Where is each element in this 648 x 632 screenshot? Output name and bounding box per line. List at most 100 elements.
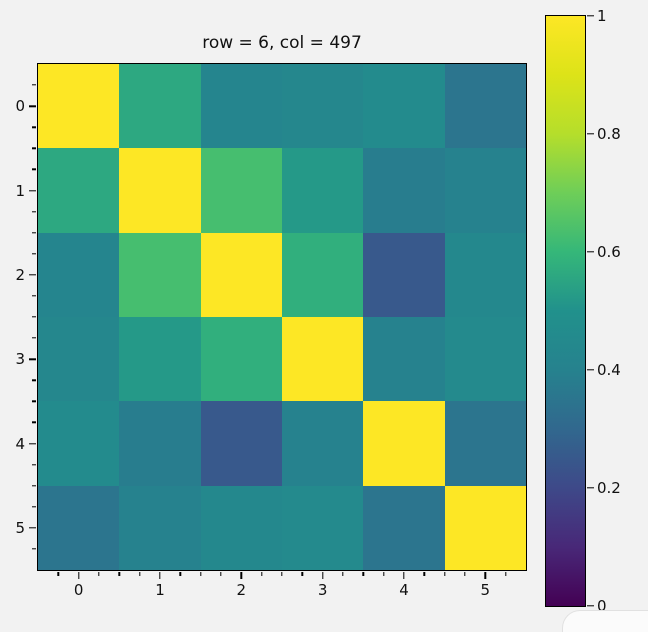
heatmap-cell (200, 401, 282, 486)
y-minor-tick (32, 126, 36, 128)
x-minor-tick (199, 572, 202, 576)
y-tick-label: 0 (15, 97, 25, 116)
y-minor-tick (32, 506, 36, 508)
x-major-tick (159, 572, 161, 579)
heatmap-cell (363, 148, 445, 233)
heatmap-cells (38, 64, 526, 570)
heatmap-cell (282, 232, 364, 317)
x-tick-label: 3 (317, 581, 328, 599)
x-minor-tick (443, 572, 446, 576)
x-tick-label: 0 (73, 581, 84, 599)
y-major-tick (29, 189, 36, 192)
x-minor-tick (260, 572, 263, 576)
x-tick-label: 1 (155, 581, 165, 599)
heatmap-cell (119, 232, 201, 317)
chart-title: row = 6, col = 497 (202, 33, 362, 53)
heatmap-cell (38, 232, 120, 317)
y-minor-tick (32, 463, 36, 466)
x-minor-tick (423, 572, 426, 576)
x-minor-tick (382, 572, 385, 576)
heatmap-cell (119, 317, 201, 402)
y-minor-tick (32, 548, 36, 550)
heatmap-cell (200, 64, 282, 149)
y-minor-tick (32, 295, 36, 297)
y-minor-tick (32, 168, 36, 171)
colorbar-gradient (546, 16, 585, 606)
x-major-tick (484, 572, 487, 579)
colorbar-tick (587, 605, 594, 607)
colorbar-tick (587, 369, 594, 371)
heatmap-cell (38, 64, 120, 149)
x-minor-tick (281, 572, 283, 576)
heatmap-plot: 0 1 2 3 4 5 0 1 2 3 4 5 (15, 63, 527, 599)
x-major-tick (240, 572, 243, 579)
heatmap-cell (119, 485, 201, 570)
x-major-tick (403, 572, 405, 579)
heatmap-cell (38, 401, 120, 486)
y-tick-label: 5 (15, 518, 25, 537)
x-tick-label: 5 (480, 581, 491, 599)
heatmap-cell (200, 148, 282, 233)
heatmap-cell (363, 232, 445, 317)
x-major-tick (77, 572, 80, 579)
y-minor-tick (32, 337, 36, 339)
colorbar-tick (587, 487, 594, 489)
heatmap-cell (200, 232, 282, 317)
heatmap-cell (282, 148, 364, 233)
heatmap-cell (200, 317, 282, 402)
y-minor-tick (32, 316, 36, 318)
x-minor-tick (179, 572, 182, 576)
colorbar-tick-label: 0.2 (597, 479, 621, 497)
heatmap-cell (282, 401, 364, 486)
y-minor-tick (32, 84, 36, 86)
heatmap-cell (282, 64, 364, 149)
colorbar-tick-label: 0.8 (597, 125, 621, 143)
x-major-tick (321, 572, 324, 579)
colorbar: 1 0.8 0.6 0.4 0.2 0 (545, 7, 621, 615)
heatmap-cell (444, 485, 526, 570)
heatmap-cell (444, 148, 526, 233)
x-tick-label: 4 (399, 581, 409, 599)
x-minor-tick (138, 572, 141, 576)
heatmap-cell (363, 485, 445, 570)
heatmap-cell (38, 485, 120, 570)
heatmap-cell (363, 317, 445, 402)
heatmap-cell (363, 401, 445, 486)
y-minor-tick (32, 484, 36, 487)
x-minor-tick (362, 572, 365, 576)
heatmap-cell (119, 401, 201, 486)
y-major-tick (29, 274, 36, 276)
y-major-tick (29, 527, 36, 529)
x-minor-tick (342, 572, 344, 576)
y-major-tick (29, 442, 36, 445)
heatmap-cell (200, 485, 282, 570)
colorbar-tick-label: 0 (597, 597, 607, 615)
heatmap-cell (444, 232, 526, 317)
y-minor-tick (32, 231, 36, 234)
y-tick-label: 4 (15, 434, 25, 453)
heatmap-cell (119, 64, 201, 149)
colorbar-tick (587, 133, 594, 135)
heatmap-cell (444, 317, 526, 402)
heatmap-cell (282, 485, 364, 570)
y-minor-tick (32, 210, 36, 213)
heatmap-cell (38, 317, 120, 402)
x-minor-tick (98, 572, 100, 576)
y-major-tick (29, 358, 36, 360)
x-minor-tick (220, 572, 222, 576)
x-tick-label: 2 (236, 581, 247, 599)
heatmap-cell (444, 401, 526, 486)
y-minor-tick (32, 147, 36, 150)
y-tick-label: 2 (15, 265, 25, 284)
background-card-corner (562, 610, 648, 632)
colorbar-tick-label: 0.6 (597, 243, 621, 261)
x-minor-tick (57, 572, 60, 576)
y-minor-tick (32, 379, 36, 381)
x-minor-tick (464, 572, 466, 576)
colorbar-tick-label: 0.4 (597, 361, 621, 379)
x-minor-tick (301, 572, 304, 576)
y-minor-tick (32, 421, 36, 424)
y-major-tick (29, 105, 36, 107)
heatmap-cell (119, 148, 201, 233)
